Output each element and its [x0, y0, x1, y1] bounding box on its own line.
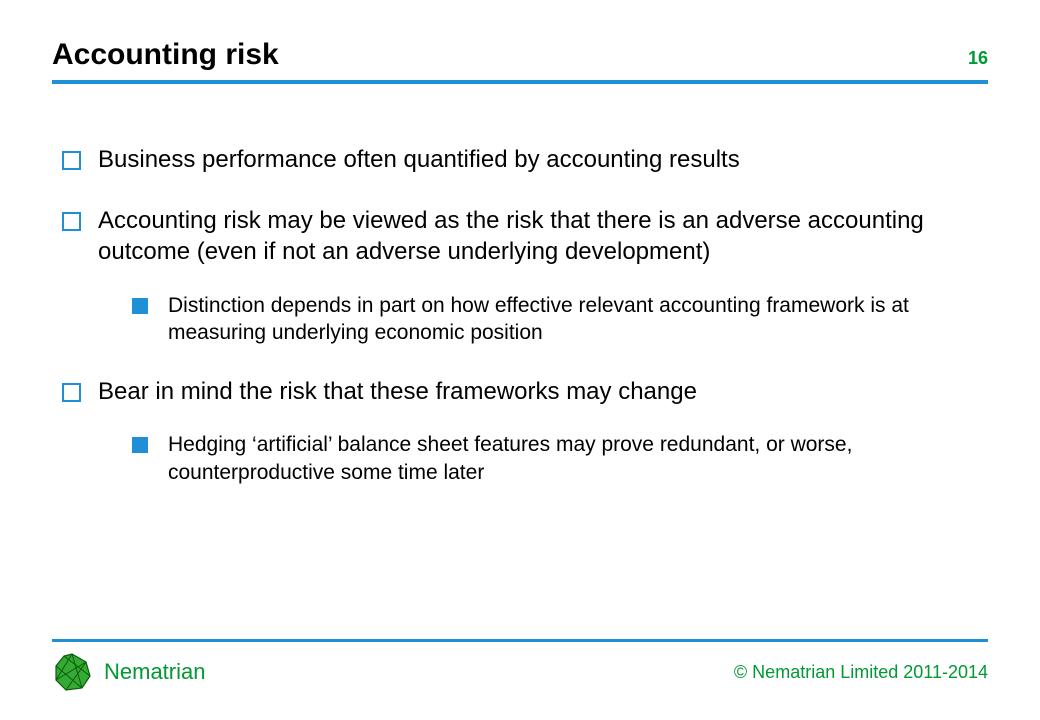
- page-number: 16: [968, 48, 988, 69]
- sub-bullet-text: Distinction depends in part on how effec…: [168, 294, 909, 344]
- slide-title: Accounting risk: [52, 38, 279, 72]
- bullet-item: Business performance often quantified by…: [62, 144, 978, 175]
- copyright-text: © Nematrian Limited 2011-2014: [734, 662, 988, 683]
- bullet-item: Bear in mind the risk that these framewo…: [62, 376, 978, 486]
- sub-bullet-text: Hedging ‘artificial’ balance sheet featu…: [168, 433, 852, 483]
- slide-header: Accounting risk 16: [52, 38, 988, 84]
- sub-bullet-list: Distinction depends in part on how effec…: [98, 292, 978, 347]
- slide-footer: Nematrian © Nematrian Limited 2011-2014: [52, 639, 988, 692]
- brand-name: Nematrian: [104, 659, 205, 685]
- bullet-list: Business performance often quantified by…: [62, 144, 978, 486]
- sub-bullet-item: Hedging ‘artificial’ balance sheet featu…: [132, 431, 978, 486]
- sub-bullet-item: Distinction depends in part on how effec…: [132, 292, 978, 347]
- bullet-text: Bear in mind the risk that these framewo…: [98, 378, 697, 405]
- slide: Accounting risk 16 Business performance …: [0, 0, 1040, 720]
- bullet-text: Business performance often quantified by…: [98, 146, 740, 173]
- brand: Nematrian: [52, 652, 205, 692]
- slide-body: Business performance often quantified by…: [52, 84, 988, 486]
- bullet-text: Accounting risk may be viewed as the ris…: [98, 207, 924, 265]
- logo-icon: [52, 652, 92, 692]
- sub-bullet-list: Hedging ‘artificial’ balance sheet featu…: [98, 431, 978, 486]
- bullet-item: Accounting risk may be viewed as the ris…: [62, 205, 978, 346]
